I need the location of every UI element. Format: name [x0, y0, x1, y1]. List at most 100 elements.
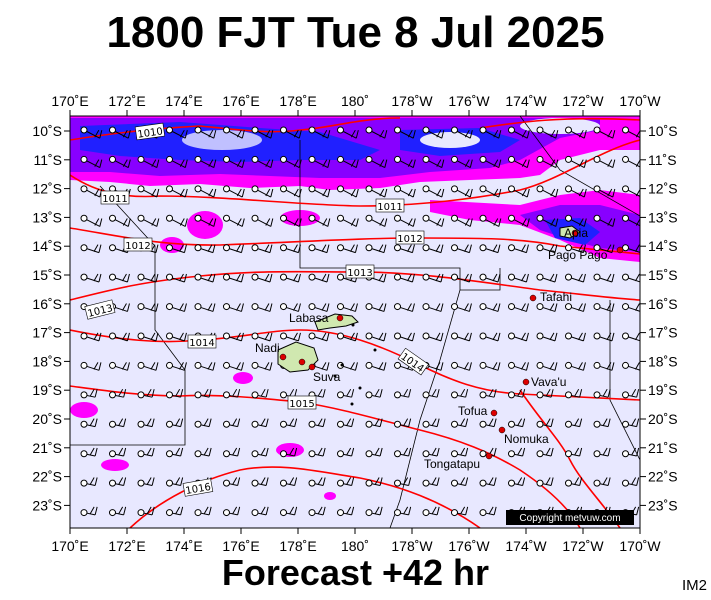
wind-barb: [194, 155, 217, 169]
place-names: Labasa Nadi Suva Apia Pago Pago Tafahi V…: [255, 226, 608, 471]
wind-barb: [194, 185, 217, 198]
wind-barb: [137, 361, 159, 371]
wind-barb: [365, 303, 387, 312]
wind-barb: [337, 447, 355, 458]
wind-barb: [593, 477, 611, 487]
wind-barb: [251, 155, 274, 169]
wind-barb: [422, 477, 440, 487]
wind-barb: [251, 126, 274, 139]
wind-barb: [508, 214, 530, 227]
wind-barb: [508, 447, 526, 458]
lat-label: 23˚S: [648, 497, 678, 513]
isobar-label: 1011: [102, 194, 127, 205]
wind-barb: [365, 244, 387, 254]
lat-label: 11˚S: [33, 152, 62, 168]
wind-barb: [536, 155, 559, 169]
wind-barb: [593, 418, 611, 428]
wind-barb: [166, 477, 184, 487]
wind-barb: [593, 273, 615, 283]
wind-barb: [223, 214, 245, 227]
wind-barb: [536, 185, 559, 198]
lat-label: 14˚S: [32, 238, 62, 254]
lon-label: 170˚W: [619, 93, 661, 109]
wind-barb: [365, 185, 388, 198]
isobar-label: 1012: [397, 234, 422, 245]
wind-barb: [451, 477, 469, 487]
wind-barb: [223, 361, 244, 371]
wind-barb: [166, 155, 188, 169]
isobar-label: 1010: [137, 126, 164, 140]
wind-barb: [536, 361, 558, 371]
lon-label: 176˚E: [222, 93, 259, 109]
wind-barb: [479, 388, 497, 399]
map-title: 1800 FJT Tue 8 Jul 2025: [106, 8, 605, 57]
wind-barb: [308, 506, 326, 517]
wind-barb: [565, 155, 587, 169]
wind-barb: [223, 447, 241, 458]
lat-label: 13˚S: [648, 209, 678, 225]
place-label: Nadi: [255, 341, 280, 355]
wind-barb: [479, 332, 501, 342]
wind-barb: [536, 332, 558, 342]
wind-barb: [622, 332, 640, 342]
wind-barb: [451, 418, 469, 428]
wind-barb: [337, 126, 359, 139]
wind-barb: [194, 361, 216, 371]
place-label: Pago Pago: [548, 248, 608, 262]
wind-barb: [394, 303, 415, 312]
wind-barb: [166, 332, 187, 342]
wind-barb: [80, 361, 102, 371]
isobar-label: 1012: [125, 241, 150, 252]
wind-barb: [308, 273, 330, 283]
wind-barb: [536, 214, 559, 227]
lat-label: 17˚S: [648, 325, 678, 341]
lon-label: 178˚E: [279, 538, 316, 554]
wind-barb: [394, 418, 412, 428]
wind-barb: [194, 388, 212, 399]
wind-barb: [422, 506, 440, 517]
lat-label: 18˚S: [32, 353, 62, 369]
wind-barb: [166, 244, 187, 254]
wind-barb: [422, 185, 445, 198]
wind-barb: [166, 361, 187, 371]
wind-barb: [536, 388, 554, 399]
lat-label: 16˚S: [648, 296, 678, 312]
copyright-box: [506, 510, 634, 525]
wind-barb: [622, 214, 640, 227]
wind-barb: [280, 273, 301, 283]
wind-barb: [337, 418, 355, 428]
rain-patch: [160, 237, 184, 253]
wind-barb: [194, 273, 216, 283]
place-label: Tofua: [458, 404, 488, 418]
wind-barb: [308, 477, 326, 487]
lat-label: 21˚S: [32, 440, 62, 456]
wind-barb: [308, 126, 331, 139]
wind-barb: [565, 214, 587, 227]
wind-barb: [194, 418, 212, 428]
lon-label: 172˚W: [562, 538, 604, 554]
wind-barb: [109, 447, 127, 458]
rain-patch: [70, 402, 98, 418]
lon-label: 170˚W: [619, 538, 661, 554]
wind-barb: [394, 185, 416, 198]
wind-barb: [422, 244, 444, 254]
lat-label: 23˚S: [32, 497, 62, 513]
lon-label: 176˚E: [222, 538, 259, 554]
wind-barb: [251, 388, 269, 399]
wind-barb: [280, 214, 302, 227]
wind-barb: [109, 273, 130, 283]
wind-barb: [508, 126, 530, 139]
lat-label: 19˚S: [648, 382, 678, 398]
lat-label: 12˚S: [648, 181, 678, 197]
wind-barb: [451, 303, 472, 312]
wind-barb: [508, 361, 529, 371]
wind-barb: [622, 388, 640, 399]
wind-barb: [365, 155, 388, 169]
wind-barb: [479, 214, 502, 227]
wind-barb: [479, 126, 502, 139]
wind-barb: [508, 418, 526, 428]
wind-barb: [565, 303, 586, 312]
wind-barb: [251, 418, 269, 428]
wind-barb: [451, 126, 473, 139]
wind-barb: [80, 185, 103, 198]
